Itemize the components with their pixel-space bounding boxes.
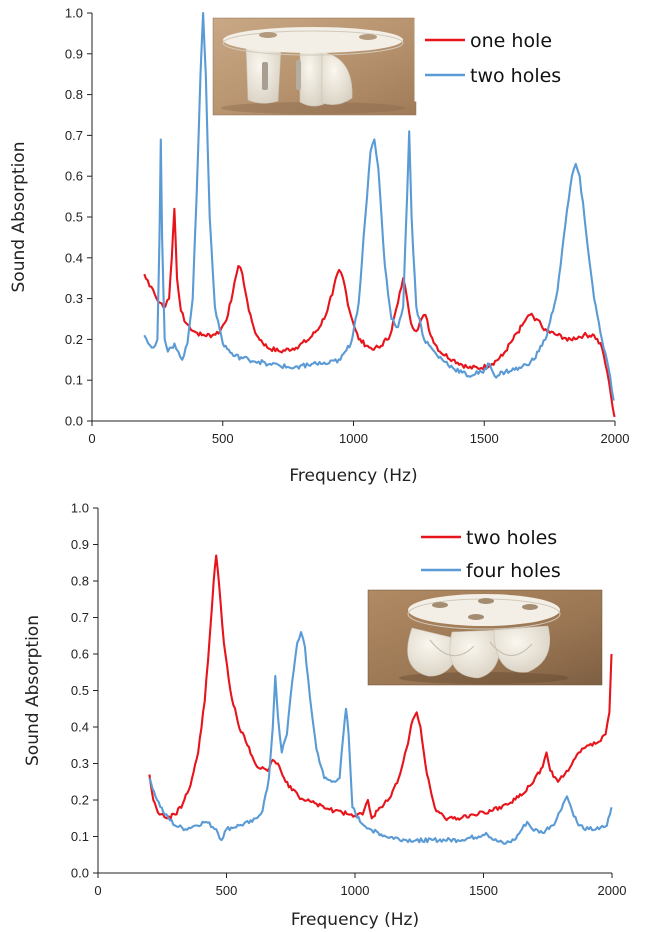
y-tick-label: 0.3 <box>65 291 83 306</box>
legend-label: four holes <box>466 560 561 582</box>
series-line-two-holes <box>143 11 615 401</box>
y-tick-label: 0.5 <box>71 683 89 698</box>
x-tick-label: 1000 <box>339 431 368 446</box>
legend-box <box>410 514 606 588</box>
y-tick-label: 0.4 <box>71 720 89 735</box>
chart-2: 0.0 0.1 0.2 0.3 0.4 0.5 0.6 0.7 0.8 0.9 1.0 0 500 100… <box>23 501 626 931</box>
resonator-four-holes-icon <box>407 594 561 679</box>
series-line-two-holes <box>148 554 613 822</box>
y-tick-label: 0.8 <box>71 574 89 589</box>
legend-label: two holes <box>466 527 557 549</box>
y-tick-label: 0.5 <box>65 210 83 225</box>
y-tick-label: 1.0 <box>65 6 83 21</box>
y-axis-title: Sound Absorption <box>23 615 43 766</box>
y-tick-label: 0.2 <box>71 793 89 808</box>
y-tick-label: 0.8 <box>65 87 83 102</box>
y-tick-label: 0.9 <box>71 537 89 552</box>
chart-1-inset-photo <box>212 17 417 116</box>
y-tick-label: 1.0 <box>71 501 89 516</box>
legend-box <box>414 17 611 102</box>
x-tick-label: 0 <box>94 883 101 898</box>
y-axis-title: Sound Absorption <box>9 142 29 293</box>
y-tick-label: 0.1 <box>65 373 83 388</box>
legend-label: two holes <box>470 65 561 87</box>
y-tick-label: 0.1 <box>71 829 89 844</box>
x-tick-label: 500 <box>216 883 238 898</box>
chart-1: 0.0 0.1 0.2 0.3 0.4 0.5 0.6 0.7 0.8 0.9 1.0 0 500 100… <box>9 6 629 487</box>
x-tick-label: 1500 <box>469 883 498 898</box>
y-tick-label: 0.9 <box>65 46 83 61</box>
y-tick-label: 0.2 <box>65 332 83 347</box>
y-tick-label: 0.6 <box>65 169 83 184</box>
x-tick-label: 1000 <box>341 883 370 898</box>
x-axis-title: Frequency (Hz) <box>291 910 419 930</box>
y-tick-label: 0.0 <box>71 866 89 881</box>
x-axis-title: Frequency (Hz) <box>289 466 417 486</box>
y-tick-label: 0.3 <box>71 756 89 771</box>
resonator-two-holes-icon <box>222 27 404 107</box>
x-tick-label: 500 <box>212 431 234 446</box>
x-tick-label: 2000 <box>598 883 627 898</box>
x-tick-label: 1500 <box>470 431 499 446</box>
series-line-one-hole <box>143 207 616 418</box>
y-tick-label: 0.7 <box>65 128 83 143</box>
y-tick-label: 0.0 <box>65 414 83 429</box>
y-tick-label: 0.6 <box>71 647 89 662</box>
y-tick-label: 0.4 <box>65 250 83 265</box>
chart-2-inset-photo <box>367 589 603 686</box>
series-line-four-holes <box>148 631 613 845</box>
legend-label: one hole <box>470 30 552 52</box>
y-tick-label: 0.7 <box>71 610 89 625</box>
x-tick-label: 0 <box>88 431 95 446</box>
x-tick-label: 2000 <box>601 431 630 446</box>
